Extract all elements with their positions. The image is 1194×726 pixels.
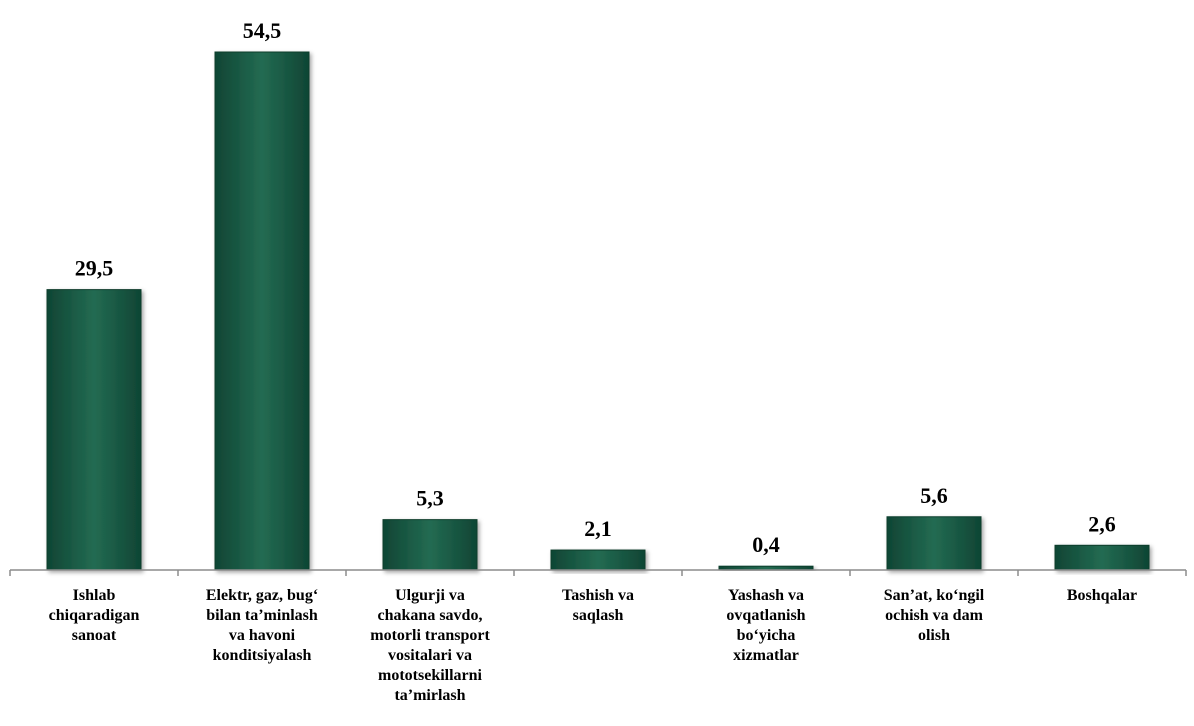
category-label-line: Yashash va [727,587,805,604]
category-label: Ulgurji va chakana savdo, motorli transpor… [355,586,505,706]
bar-value-label: 5,3 [416,486,444,511]
category-label-line: sanoat [71,627,117,644]
category-label-line: Ishlab [72,587,116,604]
bar [550,549,646,571]
category-label-line: chakana savdo, [377,607,483,624]
bar-value-label: 54,5 [243,18,282,43]
category-label-line: olish [917,627,950,644]
bar-value-label: 29,5 [75,256,114,281]
category-label-line: konditsiyalash [212,647,312,664]
category-label-line: bilan ta’minlash [206,607,318,624]
category-label-line: Ulgurji va [395,587,465,604]
category-label-line: Tashish va [562,587,634,604]
bar [214,51,310,571]
x-axis [9,569,1187,576]
category-label-line: va havoni [228,627,296,644]
category-label-line: chiqaradigan [48,607,140,624]
category-label-line: Boshqalar [1066,587,1138,604]
bar [886,516,982,571]
category-label-line: ovqatlanish [726,607,806,624]
category-label: Yashash va ovqatlanish bo‘yicha xizmatlar [691,586,841,666]
category-label-line: xizmatlar [733,647,799,664]
category-label-line: Elektr, gaz, bug‘ [205,587,319,604]
bar [1054,544,1150,571]
category-label-line: San’at, ko‘ngil [883,587,985,604]
category-label-line: bo‘yicha [736,627,796,644]
bars-group [46,51,1150,571]
category-label: San’at, ko‘ngil ochish va dam olish [859,586,1009,646]
category-label: Tashish va saqlash [523,586,673,626]
category-label: Ishlab chiqaradigan sanoat [19,586,169,646]
bar-value-label: 2,1 [584,516,612,541]
category-label: Boshqalar [1027,586,1177,606]
category-label-line: vositalari va [388,647,472,664]
category-label-line: saqlash [572,607,624,624]
bar-value-label: 5,6 [920,483,948,508]
category-label-line: ta’mirlash [394,687,466,704]
bar-value-label: 0,4 [752,532,780,557]
value-labels-group: 29,5 54,5 5,3 2,1 0,4 5,6 2,6 [75,18,1116,557]
category-label-line: motorli transport [370,627,490,644]
category-label-line: ochish va dam [885,607,983,624]
bar-value-label: 2,6 [1088,511,1116,536]
category-label: Elektr, gaz, bug‘ bilan ta’minlash va havo… [187,586,337,666]
category-label-line: mototsekillarni [378,667,482,684]
bar [46,289,142,571]
bar [382,519,478,571]
